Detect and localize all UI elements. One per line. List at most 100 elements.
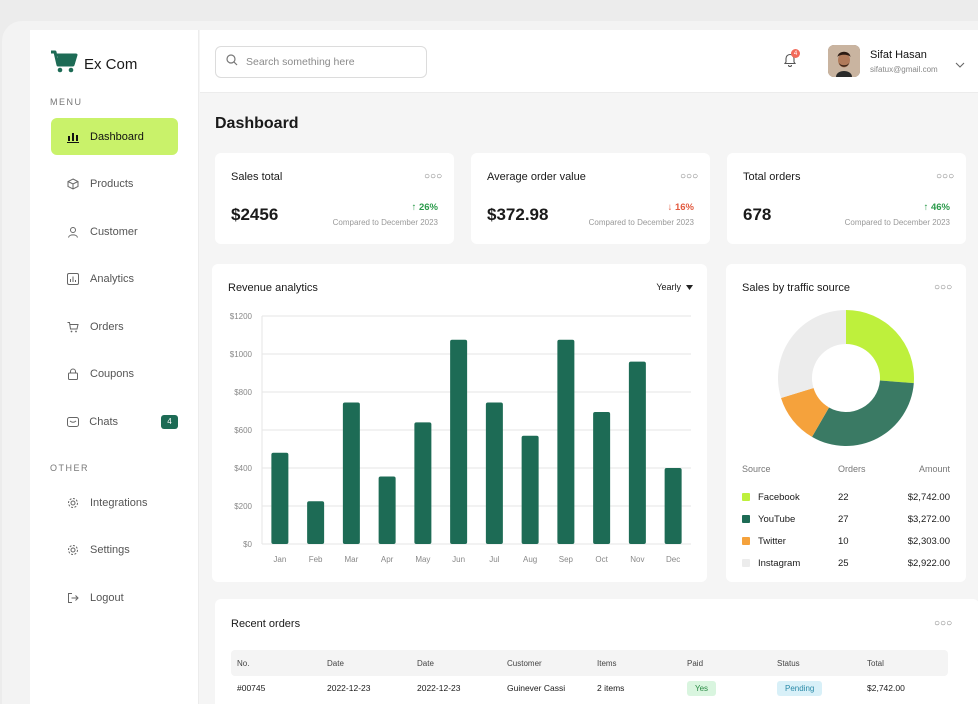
sidebar-item-chats[interactable]: Chats 4 [51, 403, 178, 440]
lock-icon [66, 367, 80, 381]
y-tick-label: $800 [234, 388, 252, 397]
user-name: Sifat Hasan [870, 49, 927, 61]
caret-down-icon [686, 282, 693, 292]
y-tick-label: $1200 [230, 312, 253, 321]
bar-chart-icon [66, 130, 80, 144]
analytics-icon [66, 272, 80, 286]
column-header: Date [327, 658, 344, 668]
sidebar-item-logout[interactable]: Logout [51, 579, 178, 616]
recent-orders-card: Recent orders ○○○ No. Date Date Customer… [215, 599, 978, 704]
sidebar-item-dashboard[interactable]: Dashboard [51, 118, 178, 155]
bar-jul[interactable] [485, 402, 503, 544]
bar-feb[interactable] [307, 501, 325, 544]
sidebar-item-settings[interactable]: Settings [51, 531, 178, 568]
bar-dec[interactable] [664, 468, 682, 544]
bar-jun[interactable] [450, 339, 468, 544]
kpi-value: $2456 [231, 205, 279, 224]
column-header: Customer [507, 658, 542, 668]
slice-twitter[interactable] [781, 388, 829, 437]
y-tick-label: $1000 [230, 350, 253, 359]
traffic-source-card: Sales by traffic source ○○○ Source Order… [726, 264, 966, 582]
order-date: 2022-12-23 [417, 683, 461, 693]
other-label: OTHER [50, 463, 89, 473]
source-amount: $2,303.00 [907, 535, 950, 547]
kpi-value: $372.98 [487, 205, 549, 224]
legend-swatch [742, 515, 750, 523]
recent-orders-title: Recent orders [231, 618, 301, 630]
kpi-compare: Compared to December 2023 [588, 218, 694, 227]
period-value: Yearly [656, 282, 681, 292]
source-name: Twitter [758, 535, 786, 547]
sidebar-item-label: Dashboard [90, 130, 144, 143]
search-box[interactable] [215, 46, 427, 78]
sidebar-item-orders[interactable]: Orders [51, 308, 178, 345]
slice-youtube[interactable] [812, 380, 914, 446]
more-options-icon[interactable]: ○○○ [680, 171, 699, 182]
bar-nov[interactable] [628, 361, 646, 544]
more-options-icon[interactable]: ○○○ [936, 171, 955, 182]
sidebar-item-label: Chats [89, 415, 119, 428]
kpi-change: ↓ 16% [668, 202, 694, 213]
kpi-title: Total orders [743, 171, 801, 183]
more-options-icon[interactable]: ○○○ [934, 282, 953, 293]
notifications-button[interactable]: 4 [783, 49, 800, 72]
search-input[interactable] [246, 56, 416, 68]
source-amount: $3,272.00 [907, 513, 950, 525]
x-tick-label: May [415, 555, 430, 564]
order-date: 2022-12-23 [327, 683, 371, 693]
x-tick-label: Dec [666, 555, 680, 564]
bar-sep[interactable] [557, 339, 575, 544]
more-options-icon[interactable]: ○○○ [934, 618, 953, 629]
slice-facebook[interactable] [846, 310, 914, 384]
kpi-change: ↑ 26% [412, 202, 438, 213]
x-tick-label: Jun [452, 555, 465, 564]
bar-mar[interactable] [342, 402, 360, 544]
brand-name: Ex Com [84, 56, 138, 73]
arrow-up-icon: ↑ [923, 202, 931, 213]
user-icon [66, 225, 80, 239]
arrow-down-icon: ↓ [667, 202, 675, 213]
sidebar: Ex Com MENU Dashboard Products Customer [30, 30, 199, 704]
avatar[interactable] [828, 45, 860, 77]
x-tick-label: Jul [489, 555, 499, 564]
sidebar-item-label: Coupons [90, 367, 135, 380]
app: Ex Com MENU Dashboard Products Customer [30, 30, 978, 704]
column-header: Status [777, 658, 800, 668]
chevron-down-icon[interactable] [955, 56, 965, 74]
order-number: #00745 [237, 683, 266, 693]
bar-may[interactable] [414, 422, 432, 544]
kpi-change-value: 46% [930, 202, 950, 213]
sidebar-item-products[interactable]: Products [51, 165, 178, 202]
gear-icon [66, 496, 80, 510]
sidebar-item-customer[interactable]: Customer [51, 213, 178, 250]
sidebar-item-coupons[interactable]: Coupons [51, 355, 178, 392]
kpi-change-value: 16% [674, 202, 694, 213]
sidebar-item-analytics[interactable]: Analytics [51, 260, 178, 297]
more-options-icon[interactable]: ○○○ [424, 171, 443, 182]
bar-aug[interactable] [521, 435, 539, 544]
brand[interactable]: Ex Com [50, 50, 137, 79]
sidebar-item-label: Analytics [90, 272, 135, 285]
column-header: No. [237, 658, 250, 668]
bar-oct[interactable] [593, 411, 611, 544]
traffic-donut-chart [778, 310, 914, 446]
period-select[interactable]: Yearly [656, 282, 693, 292]
bar-apr[interactable] [378, 476, 396, 544]
kpi-value: 678 [743, 205, 772, 224]
kpi-title: Sales total [231, 171, 283, 183]
sidebar-item-integrations[interactable]: Integrations [51, 484, 178, 521]
table-row[interactable]: #00745 2022-12-23 2022-12-23 Guinever Ca… [231, 676, 948, 700]
bar-jan[interactable] [271, 452, 289, 544]
y-tick-label: $600 [234, 426, 252, 435]
traffic-row: Facebook 22 $2,742.00 [742, 486, 950, 508]
x-tick-label: Sep [559, 555, 574, 564]
x-tick-label: Aug [523, 555, 537, 564]
page-title: Dashboard [215, 115, 299, 132]
sidebar-item-label: Integrations [90, 496, 148, 509]
slice-instagram[interactable] [778, 310, 846, 399]
order-customer: Guinever Cassi [507, 683, 566, 693]
source-amount: $2,742.00 [907, 491, 950, 503]
traffic-table: Source Orders Amount Facebook 22 $2,742.… [742, 464, 950, 574]
revenue-bar-chart: $0 $200 $400 $600 $800 $1000 $1200 Jan Feb Mar Apr… [230, 312, 691, 564]
source-orders: 10 [838, 535, 849, 547]
